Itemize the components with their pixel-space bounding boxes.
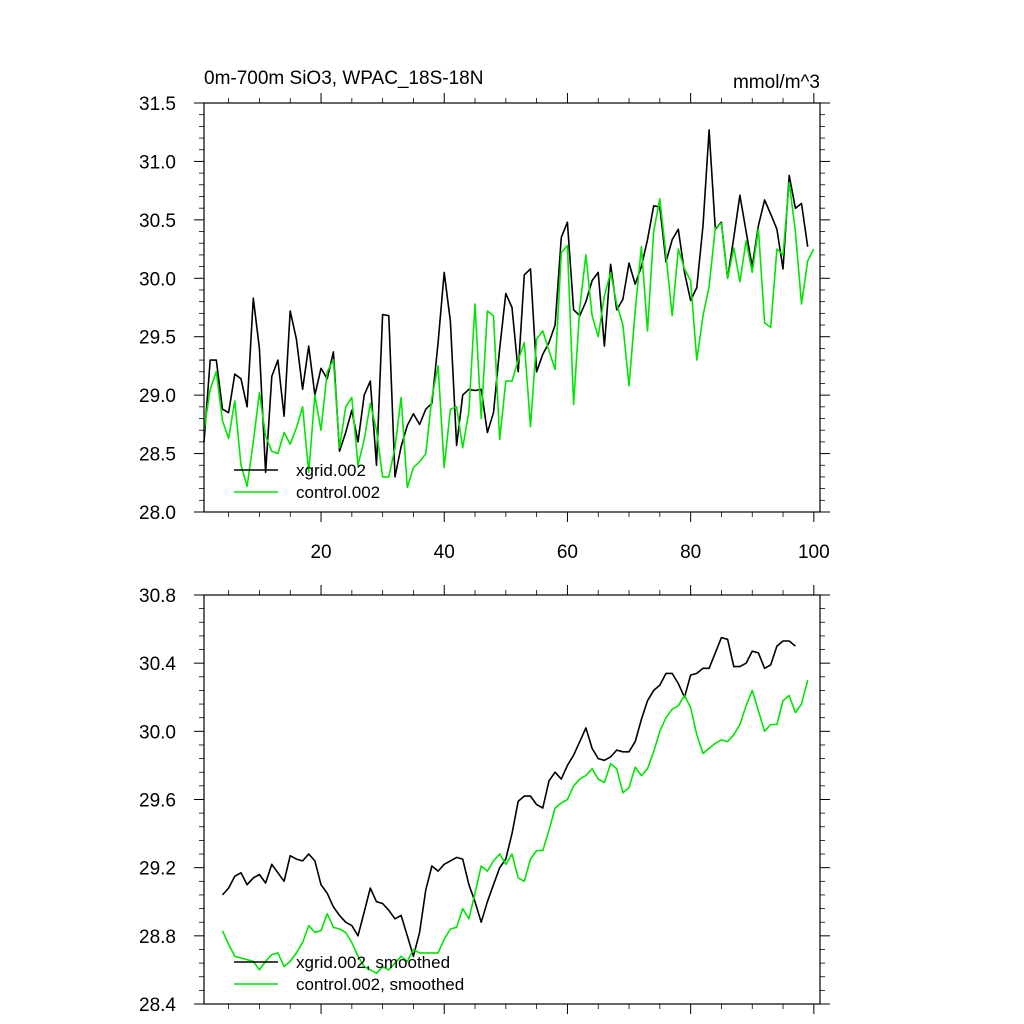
bottom-plot-frame (203, 594, 821, 1005)
bottom-panel: 28.4 28.8 29.2 29.6 30.0 30.4 30.8 xgrid.002, … (139, 585, 830, 1016)
top-ytick-label: 30.0 (139, 269, 176, 290)
bottom-legend-label: xgrid.002, smoothed (296, 953, 450, 972)
top-series-line-control (203, 181, 815, 489)
top-xtick-label: 20 (310, 542, 331, 563)
bottom-ytick-label: 29.6 (139, 791, 176, 812)
top-ytick-label: 29.0 (139, 386, 176, 407)
top-legend: xgrid.002 control.002 (234, 461, 380, 502)
top-ytick-label: 31.5 (139, 94, 176, 115)
top-legend-label: control.002 (296, 483, 380, 502)
top-ytick-label: 30.5 (139, 211, 176, 232)
bottom-ytick-label: 29.2 (139, 859, 176, 880)
bottom-ytick-label: 30.0 (139, 722, 176, 743)
top-series-line-xgrid (203, 129, 809, 478)
bottom-ytick-label: 30.4 (139, 654, 176, 675)
bottom-series-line-xgrid (221, 636, 796, 958)
top-series-group (203, 129, 815, 489)
top-ytick-label: 31.0 (139, 152, 176, 173)
bottom-ytick-label: 28.8 (139, 927, 176, 948)
bottom-legend: xgrid.002, smoothed control.002, smoothed (234, 953, 464, 994)
top-panel: 0m-700m SiO3, WPAC_18S-18N mmol/m^3 28.0… (139, 68, 830, 563)
top-xtick-label: 40 (434, 542, 455, 563)
bottom-series-group (221, 636, 809, 975)
bottom-series-line-control (221, 679, 809, 975)
top-xtick-label: 80 (680, 542, 701, 563)
top-xtick-label: 60 (557, 542, 578, 563)
top-plot-frame (203, 102, 821, 513)
top-xtick-label: 100 (798, 542, 830, 563)
bottom-ytick-label: 28.4 (139, 995, 176, 1016)
units-label: mmol/m^3 (733, 72, 820, 93)
top-ytick-label: 28.0 (139, 503, 176, 524)
bottom-ytick-label: 30.8 (139, 586, 176, 607)
top-ytick-label: 29.5 (139, 328, 176, 349)
top-ytick-label: 28.5 (139, 445, 176, 466)
top-axes: 28.0 28.5 29.0 29.5 30.0 30.5 31.0 31.5 20 40 60 80… (139, 93, 830, 563)
chart-title: 0m-700m SiO3, WPAC_18S-18N (204, 68, 483, 89)
top-legend-label: xgrid.002 (296, 461, 366, 480)
bottom-axes: 28.4 28.8 29.2 29.6 30.0 30.4 30.8 (139, 585, 830, 1016)
bottom-legend-label: control.002, smoothed (296, 975, 464, 994)
